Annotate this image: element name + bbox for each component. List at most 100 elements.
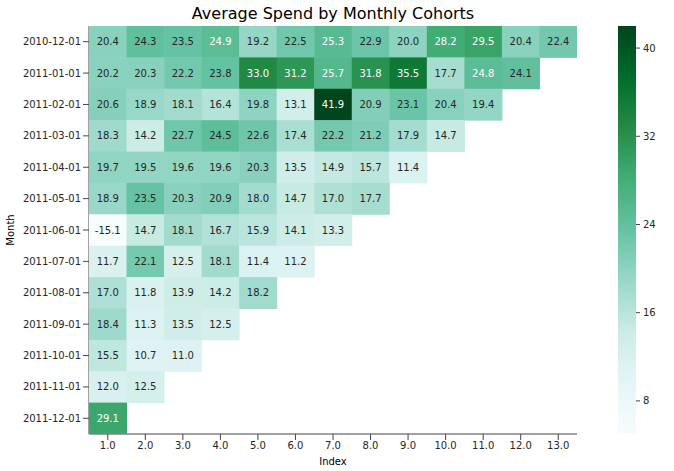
svg-text:2011-07-01: 2011-07-01 — [23, 256, 81, 267]
svg-text:14.7: 14.7 — [284, 193, 306, 204]
svg-text:40: 40 — [643, 43, 656, 54]
svg-text:17.7: 17.7 — [359, 193, 381, 204]
svg-text:23.5: 23.5 — [134, 193, 156, 204]
svg-text:18.1: 18.1 — [172, 99, 194, 110]
svg-text:28.2: 28.2 — [434, 36, 456, 47]
svg-text:2011-08-01: 2011-08-01 — [23, 287, 81, 298]
svg-text:22.2: 22.2 — [172, 68, 194, 79]
svg-text:9.0: 9.0 — [400, 440, 416, 451]
svg-text:18.9: 18.9 — [134, 99, 156, 110]
svg-text:10.0: 10.0 — [434, 440, 456, 451]
svg-text:22.5: 22.5 — [284, 36, 306, 47]
svg-text:20.2: 20.2 — [97, 68, 119, 79]
svg-text:11.8: 11.8 — [134, 287, 156, 298]
svg-text:18.1: 18.1 — [209, 256, 231, 267]
svg-text:20.3: 20.3 — [134, 68, 156, 79]
svg-text:2011-10-01: 2011-10-01 — [23, 350, 81, 361]
svg-text:Index: Index — [319, 456, 347, 467]
svg-text:18.3: 18.3 — [97, 130, 119, 141]
svg-text:16: 16 — [643, 307, 656, 318]
svg-text:32: 32 — [643, 131, 656, 142]
svg-text:16.7: 16.7 — [209, 225, 231, 236]
svg-text:15.7: 15.7 — [359, 162, 381, 173]
svg-text:23.8: 23.8 — [209, 68, 231, 79]
svg-text:14.1: 14.1 — [284, 225, 306, 236]
svg-text:35.5: 35.5 — [397, 68, 419, 79]
svg-text:11.4: 11.4 — [247, 256, 269, 267]
svg-text:31.8: 31.8 — [359, 68, 381, 79]
svg-text:2011-06-01: 2011-06-01 — [23, 225, 81, 236]
svg-text:29.5: 29.5 — [472, 36, 494, 47]
svg-text:20.4: 20.4 — [97, 36, 119, 47]
svg-text:2011-11-01: 2011-11-01 — [23, 381, 81, 392]
svg-text:15.5: 15.5 — [97, 350, 119, 361]
svg-text:19.2: 19.2 — [247, 36, 269, 47]
svg-text:22.4: 22.4 — [547, 36, 569, 47]
svg-text:17.9: 17.9 — [397, 130, 419, 141]
svg-text:23.1: 23.1 — [397, 99, 419, 110]
svg-text:13.5: 13.5 — [172, 319, 194, 330]
svg-text:20.9: 20.9 — [209, 193, 231, 204]
svg-text:17.0: 17.0 — [97, 287, 119, 298]
svg-text:22.1: 22.1 — [134, 256, 156, 267]
svg-text:11.4: 11.4 — [397, 162, 419, 173]
svg-text:2011-04-01: 2011-04-01 — [23, 162, 81, 173]
svg-text:Average Spend by Monthly Cohor: Average Spend by Monthly Cohorts — [192, 4, 474, 23]
svg-text:22.9: 22.9 — [359, 36, 381, 47]
svg-text:17.4: 17.4 — [284, 130, 306, 141]
svg-text:24.1: 24.1 — [510, 68, 532, 79]
svg-text:13.9: 13.9 — [172, 287, 194, 298]
svg-text:19.8: 19.8 — [247, 99, 269, 110]
svg-text:2010-12-01: 2010-12-01 — [23, 36, 81, 47]
svg-text:10.7: 10.7 — [134, 350, 156, 361]
svg-text:31.2: 31.2 — [284, 68, 306, 79]
svg-text:41.9: 41.9 — [322, 99, 344, 110]
svg-text:11.7: 11.7 — [97, 256, 119, 267]
svg-text:24.3: 24.3 — [134, 36, 156, 47]
svg-text:4.0: 4.0 — [212, 440, 228, 451]
svg-text:17.7: 17.7 — [434, 68, 456, 79]
svg-text:19.7: 19.7 — [97, 162, 119, 173]
svg-text:1.0: 1.0 — [100, 440, 116, 451]
svg-text:25.3: 25.3 — [322, 36, 344, 47]
svg-text:8.0: 8.0 — [363, 440, 379, 451]
svg-text:22.7: 22.7 — [172, 130, 194, 141]
svg-text:2011-03-01: 2011-03-01 — [23, 130, 81, 141]
svg-text:11.0: 11.0 — [472, 440, 494, 451]
svg-text:12.5: 12.5 — [134, 381, 156, 392]
svg-text:12.5: 12.5 — [209, 319, 231, 330]
svg-text:29.1: 29.1 — [97, 413, 119, 424]
svg-text:2011-12-01: 2011-12-01 — [23, 413, 81, 424]
svg-text:14.2: 14.2 — [134, 130, 156, 141]
svg-text:13.5: 13.5 — [284, 162, 306, 173]
svg-text:25.7: 25.7 — [322, 68, 344, 79]
svg-text:33.0: 33.0 — [247, 68, 269, 79]
svg-text:12.0: 12.0 — [510, 440, 532, 451]
svg-text:2.0: 2.0 — [137, 440, 153, 451]
svg-text:13.1: 13.1 — [284, 99, 306, 110]
svg-text:20.6: 20.6 — [97, 99, 119, 110]
svg-text:18.0: 18.0 — [247, 193, 269, 204]
svg-text:19.6: 19.6 — [172, 162, 194, 173]
svg-text:5.0: 5.0 — [250, 440, 266, 451]
svg-text:18.9: 18.9 — [97, 193, 119, 204]
svg-text:2011-01-01: 2011-01-01 — [23, 68, 81, 79]
svg-text:24: 24 — [643, 219, 656, 230]
svg-text:11.2: 11.2 — [284, 256, 306, 267]
svg-text:24.5: 24.5 — [209, 130, 231, 141]
svg-text:22.2: 22.2 — [322, 130, 344, 141]
svg-text:24.9: 24.9 — [209, 36, 231, 47]
svg-text:8: 8 — [643, 395, 649, 406]
svg-text:20.4: 20.4 — [434, 99, 456, 110]
svg-text:3.0: 3.0 — [175, 440, 191, 451]
svg-text:11.3: 11.3 — [134, 319, 156, 330]
svg-text:2011-05-01: 2011-05-01 — [23, 193, 81, 204]
svg-text:2011-09-01: 2011-09-01 — [23, 319, 81, 330]
svg-text:18.1: 18.1 — [172, 225, 194, 236]
svg-text:13.3: 13.3 — [322, 225, 344, 236]
svg-text:18.4: 18.4 — [97, 319, 119, 330]
svg-text:12.5: 12.5 — [172, 256, 194, 267]
svg-text:14.2: 14.2 — [209, 287, 231, 298]
svg-text:22.6: 22.6 — [247, 130, 269, 141]
svg-text:21.2: 21.2 — [359, 130, 381, 141]
